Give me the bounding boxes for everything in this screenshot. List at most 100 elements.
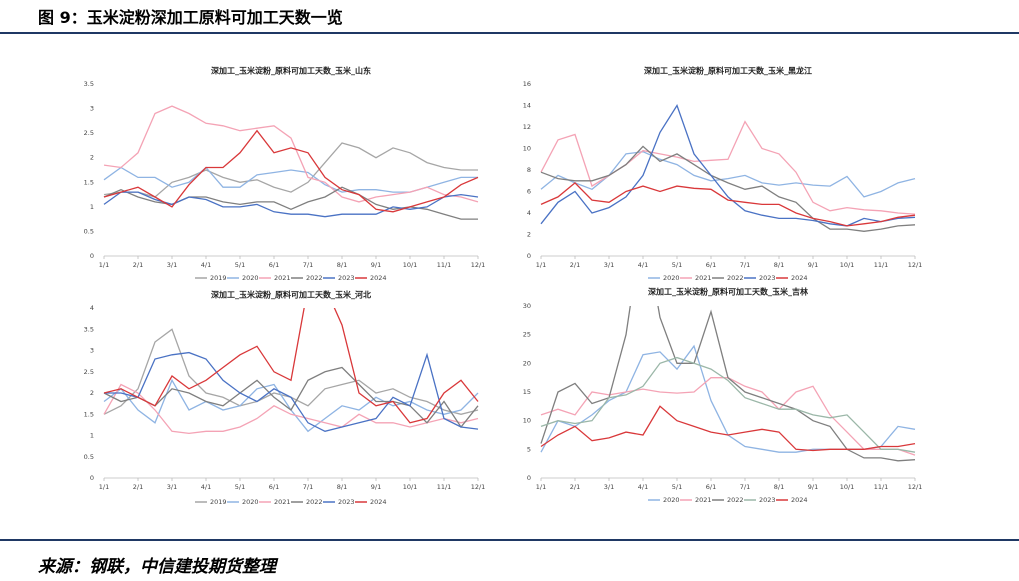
x-tick-label: 11/1 xyxy=(874,261,889,269)
x-tick-label: 10/1 xyxy=(840,261,855,269)
chart-title: 深加工_玉米淀粉_原料可加工天数_玉米_山东 xyxy=(211,66,371,76)
figure-title: 图 9：玉米淀粉深加工原料可加工天数一览 xyxy=(38,8,343,27)
line xyxy=(540,306,916,462)
x-tick-label: 3/1 xyxy=(167,261,177,269)
legend-label: 2020 xyxy=(242,274,259,282)
y-tick-label: 0 xyxy=(90,252,94,260)
y-tick-label: 30 xyxy=(523,302,531,310)
x-tick-label: 3/1 xyxy=(604,261,614,269)
legend-label: 2024 xyxy=(791,274,808,282)
charts: 深加工_玉米淀粉_原料可加工天数_玉米_山东 0 0.5 1 1.5 2 2.5 3 3.5 1/… xyxy=(84,66,923,507)
legend-label: 2021 xyxy=(695,274,712,282)
source: 来源：钢联，中信建投期货整理 xyxy=(38,557,276,577)
chart-title: 深加工_玉米淀粉_原料可加工天数_玉米_黑龙江 xyxy=(644,66,812,76)
x-tick-label: 3/1 xyxy=(167,483,177,491)
x-tick-label: 9/1 xyxy=(371,483,381,491)
legend-label: 2021 xyxy=(274,274,291,282)
y-tick-label: 2.5 xyxy=(84,129,94,137)
x-tick-label: 9/1 xyxy=(808,261,818,269)
legend-label: 2020 xyxy=(663,274,680,282)
line xyxy=(103,142,478,198)
x-tick-label: 5/1 xyxy=(235,483,245,491)
y-tick-label: 8 xyxy=(527,166,531,174)
line xyxy=(103,191,479,218)
y-tick-label: 3 xyxy=(90,347,94,355)
legend-label: 2020 xyxy=(242,498,259,506)
x-tick-label: 6/1 xyxy=(706,483,716,491)
legend-label: 2020 xyxy=(663,496,680,504)
legend-label: 2023 xyxy=(759,274,776,282)
y-tick-label: 20 xyxy=(523,359,531,367)
chart-title: 深加工_玉米淀粉_原料可加工天数_玉米_河北 xyxy=(211,290,371,300)
x-tick-label: 6/1 xyxy=(706,261,716,269)
x-tick-label: 7/1 xyxy=(303,261,313,269)
plot xyxy=(540,104,916,232)
legend-label: 2022 xyxy=(306,498,323,506)
x-tick-label: 4/1 xyxy=(638,483,648,491)
x-tick-label: 12/1 xyxy=(471,261,486,269)
x-tick-label: 12/1 xyxy=(908,483,923,491)
x-tick-label: 10/1 xyxy=(840,483,855,491)
legend-label: 2021 xyxy=(274,498,291,506)
rule xyxy=(0,539,1019,541)
line xyxy=(540,405,916,452)
line xyxy=(103,383,479,435)
y-tick-label: 12 xyxy=(523,123,531,131)
y-tick-label: 2.5 xyxy=(84,368,94,376)
x-tick-label: 7/1 xyxy=(740,483,750,491)
y-tick-label: 2 xyxy=(90,389,94,397)
x-tick-label: 2/1 xyxy=(133,483,143,491)
plot xyxy=(540,306,916,462)
x-tick-label: 2/1 xyxy=(570,483,580,491)
x-tick-label: 2/1 xyxy=(570,261,580,269)
y-tick-label: 10 xyxy=(523,417,531,425)
x-tick-label: 7/1 xyxy=(303,483,313,491)
y-tick-label: 1 xyxy=(90,203,94,211)
x-tick-label: 2/1 xyxy=(133,261,143,269)
y-tick-label: 10 xyxy=(523,145,531,153)
x-tick-label: 1/1 xyxy=(536,483,546,491)
x-tick-label: 1/1 xyxy=(99,261,109,269)
legend-label: 2024 xyxy=(370,498,387,506)
legend-label: 2023 xyxy=(338,498,355,506)
x-tick-label: 5/1 xyxy=(672,483,682,491)
y-tick-label: 14 xyxy=(523,102,531,110)
x-tick-label: 8/1 xyxy=(337,261,347,269)
y-tick-label: 0 xyxy=(527,252,531,260)
legend-label: 2021 xyxy=(695,496,712,504)
y-tick-label: 1.5 xyxy=(84,178,94,186)
x-tick-label: 4/1 xyxy=(201,483,211,491)
legend-label: 2024 xyxy=(791,496,808,504)
y-tick-label: 0.5 xyxy=(84,453,94,461)
line xyxy=(103,366,479,429)
y-tick-label: 0.5 xyxy=(84,227,94,235)
x-tick-label: 10/1 xyxy=(403,261,418,269)
x-tick-label: 8/1 xyxy=(774,483,784,491)
legend-label: 2019 xyxy=(210,274,227,282)
line xyxy=(540,151,916,198)
x-tick-label: 10/1 xyxy=(403,483,418,491)
line xyxy=(540,182,916,227)
x-tick-label: 8/1 xyxy=(774,261,784,269)
y-tick-label: 4 xyxy=(527,209,531,217)
plot xyxy=(103,105,479,220)
y-tick-label: 2 xyxy=(90,154,94,162)
legend-label: 2023 xyxy=(338,274,355,282)
line xyxy=(540,145,916,232)
plot xyxy=(103,308,479,435)
line xyxy=(540,377,916,456)
y-tick-label: 0 xyxy=(90,474,94,482)
line xyxy=(540,356,916,453)
x-tick-label: 1/1 xyxy=(536,261,546,269)
line xyxy=(103,308,479,424)
y-tick-label: 6 xyxy=(527,188,531,196)
legend-label: 2023 xyxy=(759,496,776,504)
x-tick-label: 5/1 xyxy=(235,261,245,269)
x-tick-label: 1/1 xyxy=(99,483,109,491)
rule xyxy=(0,32,1019,34)
y-tick-label: 3.5 xyxy=(84,325,94,333)
y-tick-label: 1.5 xyxy=(84,410,94,418)
y-tick-label: 4 xyxy=(90,304,94,312)
x-tick-label: 4/1 xyxy=(201,261,211,269)
